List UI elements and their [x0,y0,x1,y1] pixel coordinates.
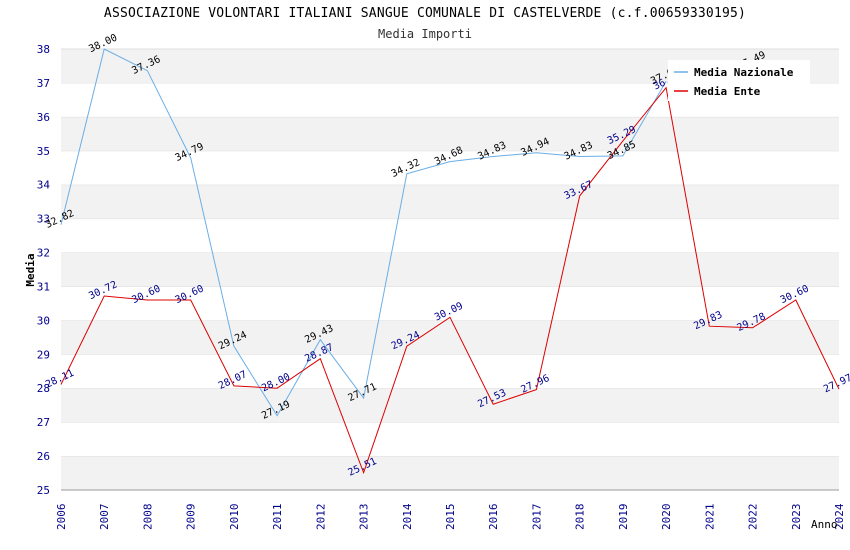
grid-band [61,184,839,219]
y-tick-label: 30 [37,314,50,327]
y-tick-label: 38 [37,43,50,56]
y-tick-label: 28 [37,382,50,395]
series-line-media-ente [60,86,840,475]
grid-band [61,150,839,185]
x-tick-label: 2012 [314,504,327,531]
y-tick-label: 32 [37,247,50,260]
x-tick-label: 2008 [141,504,154,531]
grid-band [61,354,839,389]
y-tick-label: 36 [37,111,50,124]
x-tick-label: 2018 [574,504,587,531]
series-lines [60,49,840,475]
y-axis-ticks: 25 26 27 28 29 30 31 32 33 34 35 36 37 38 [37,43,51,497]
x-tick-label: 2007 [98,504,111,531]
grid-band [61,456,839,490]
x-tick-label: 2016 [487,504,500,531]
grid-band [61,116,839,151]
grid-band [61,422,839,457]
x-tick-label: 2010 [228,504,241,531]
grid-bands [61,48,839,490]
x-tick-label: 2015 [444,504,457,531]
x-axis-title: Anno [811,518,838,531]
x-tick-label: 2017 [530,504,543,531]
x-tick-label: 2013 [358,504,371,531]
x-tick-label: 2009 [185,504,198,531]
grid-band [61,388,839,423]
x-tick-label: 2019 [617,504,630,531]
chart-title: ASSOCIAZIONE VOLONTARI ITALIANI SANGUE C… [103,6,747,21]
x-tick-label: 2021 [703,504,716,531]
x-tick-label: 2023 [790,504,803,531]
x-tick-label: 2006 [55,504,68,531]
x-tick-label: 2011 [271,504,284,531]
x-axis-ticks: 2006 2007 2008 2009 2010 2011 2012 2013 2014 2015… [55,503,846,530]
y-tick-label: 33 [37,213,50,226]
y-axis-title: Media [24,253,37,286]
x-tick-label: 2014 [401,503,414,530]
grid-band [61,320,839,355]
chart-subtitle: Media Importi [378,27,472,41]
y-tick-label: 34 [37,179,51,192]
y-tick-label: 31 [37,280,50,293]
legend: Media Nazionale Media Ente [668,60,810,101]
legend-box [668,60,810,101]
grid-band [61,286,839,321]
legend-entry: Media Nazionale [694,66,794,79]
x-tick-label: 2024 [833,503,846,530]
grid-band [61,218,839,253]
x-tick-label: 2020 [660,504,673,531]
x-tick-label: 2022 [747,504,760,531]
grid-band [61,252,839,287]
y-tick-label: 35 [37,145,50,158]
y-tick-label: 25 [37,484,50,497]
y-tick-label: 26 [37,450,50,463]
legend-entry: Media Ente [694,85,761,98]
y-tick-label: 29 [37,348,50,361]
y-tick-label: 27 [37,416,50,429]
y-tick-label: 37 [37,77,50,90]
